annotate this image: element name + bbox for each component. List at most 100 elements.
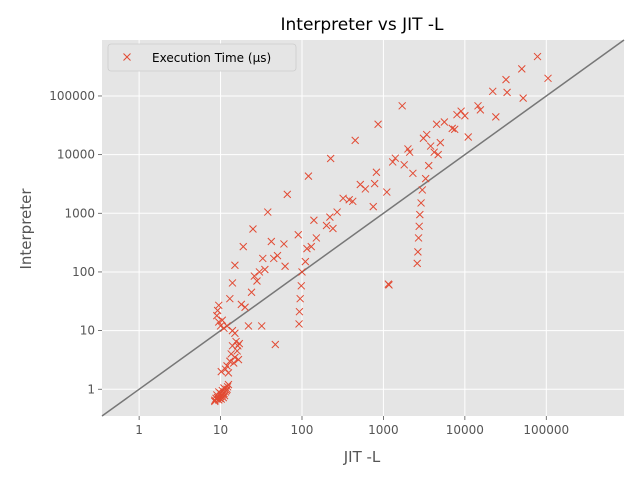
x-tick-label: 1000 (368, 423, 399, 437)
data-point (422, 130, 431, 139)
data-point (388, 158, 397, 166)
legend-box (107, 43, 297, 72)
x-axis-ticks: 1 10 100 1000 10000 100000 (135, 416, 569, 437)
data-point (250, 272, 259, 280)
data-point (351, 136, 360, 145)
y-axis-label: Interpreter (17, 188, 35, 270)
data-point (283, 190, 292, 199)
data-point (267, 237, 276, 246)
data-point (298, 268, 306, 276)
data-point (234, 355, 243, 364)
data-point (235, 339, 244, 348)
data-point (225, 357, 234, 366)
reference-line (101, 39, 625, 417)
y-tick-label: 100 (72, 265, 95, 279)
data-point (415, 210, 424, 219)
data-point (417, 199, 425, 207)
data-point (434, 150, 443, 159)
data-point (212, 391, 221, 399)
data-point (220, 384, 228, 392)
data-point (474, 101, 482, 110)
data-point (370, 179, 379, 188)
data-point (297, 281, 306, 290)
identity-line (101, 39, 625, 417)
data-point (231, 353, 239, 362)
data-point (237, 300, 246, 309)
chart-title: Interpreter vs JIT -L (280, 15, 444, 35)
data-point (261, 265, 269, 274)
data-point (503, 88, 511, 97)
legend: Execution Time (µs) (107, 43, 297, 72)
data-point (409, 169, 417, 178)
data-point (220, 324, 228, 333)
y-tick-label: 10 (80, 324, 95, 338)
data-point (339, 194, 347, 203)
data-point (322, 221, 331, 230)
data-point (457, 107, 465, 116)
grid-lines (102, 40, 624, 416)
data-point (224, 369, 233, 377)
data-point (218, 316, 227, 325)
data-point (424, 161, 433, 170)
data-point (421, 174, 430, 183)
y-tick-label: 10000 (57, 148, 95, 162)
data-point (519, 94, 528, 102)
data-point (361, 185, 370, 193)
data-point (436, 138, 445, 147)
data-point (432, 120, 441, 129)
data-point (228, 279, 237, 287)
data-point (303, 244, 311, 253)
data-point (430, 148, 439, 157)
data-point (296, 294, 305, 303)
data-point (225, 294, 234, 303)
data-point (461, 111, 469, 120)
data-point (273, 251, 282, 260)
data-point (228, 326, 237, 335)
data-point (295, 307, 304, 316)
data-point (271, 340, 280, 349)
data-point (295, 320, 303, 328)
data-point (326, 154, 335, 163)
data-point (239, 242, 248, 251)
data-point (247, 288, 256, 297)
data-point (249, 225, 257, 233)
data-point (280, 240, 288, 248)
data-point (372, 168, 381, 177)
data-point (304, 172, 313, 180)
data-point (369, 202, 378, 211)
data-point (301, 257, 310, 266)
data-point (426, 142, 435, 150)
data-point (255, 268, 264, 276)
x-tick-label: 10000 (446, 423, 484, 437)
data-point (418, 186, 427, 194)
data-point (257, 322, 266, 330)
data-point (294, 230, 303, 239)
data-point (440, 118, 449, 126)
data-point (448, 124, 457, 133)
x-tick-label: 100000 (523, 423, 569, 437)
data-point (464, 133, 473, 141)
data-point (398, 101, 407, 110)
data-point (326, 213, 334, 221)
data-point (263, 208, 272, 216)
x-tick-label: 100 (291, 423, 314, 437)
data-point (374, 120, 382, 129)
data-point (269, 254, 278, 263)
data-point (310, 216, 318, 225)
data-point (385, 281, 393, 289)
data-point (414, 248, 422, 256)
y-tick-label: 100000 (49, 89, 95, 103)
y-axis-ticks: 1 10 100 1000 10000 100000 (49, 89, 102, 396)
y-tick-label: 1000 (64, 206, 95, 220)
data-point (241, 303, 249, 312)
data-point (307, 242, 316, 251)
data-point (476, 105, 485, 114)
data-point (216, 322, 225, 330)
data-point (333, 208, 341, 216)
data-point (382, 188, 391, 196)
data-point (415, 222, 424, 231)
data-point (413, 259, 422, 268)
data-point (391, 154, 400, 163)
x-tick-label: 10 (213, 423, 228, 437)
data-point (214, 301, 223, 310)
